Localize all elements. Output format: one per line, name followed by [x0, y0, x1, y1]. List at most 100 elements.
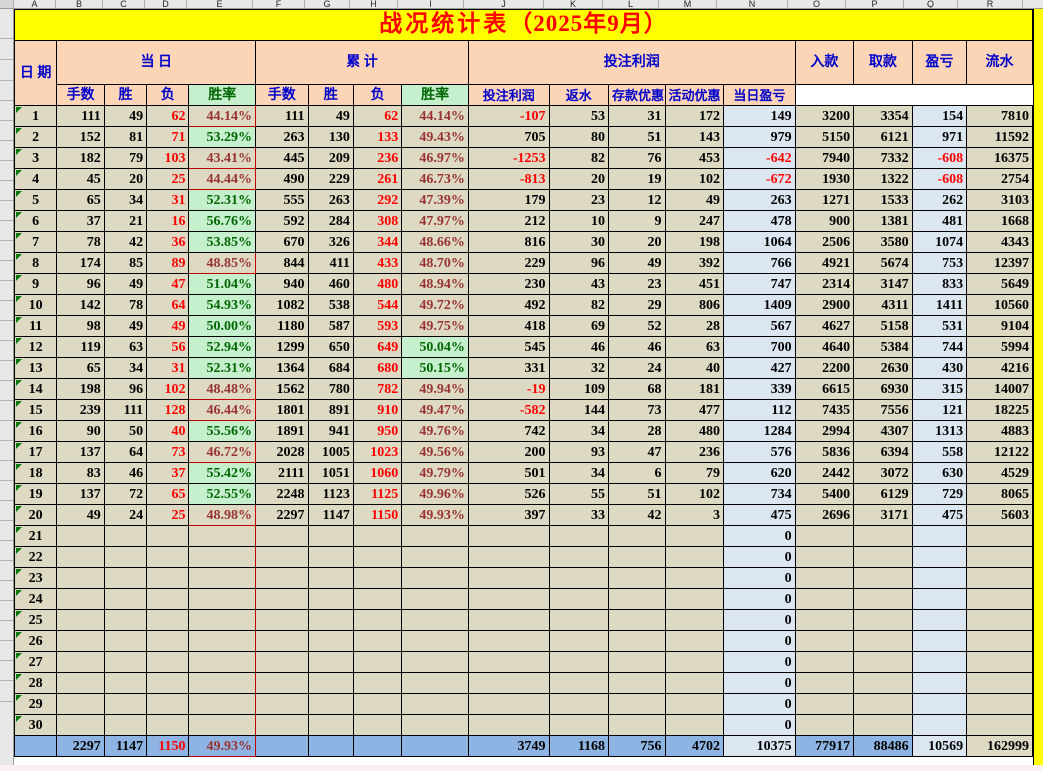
- cell-today-winrate[interactable]: 55.56%: [188, 420, 257, 442]
- cell-bet-profit[interactable]: 397: [467, 504, 550, 526]
- cell-cum-hands[interactable]: 592: [255, 210, 309, 232]
- cell-cum-hands[interactable]: 111: [255, 105, 309, 127]
- cell-bet-profit[interactable]: -582: [467, 399, 550, 421]
- cell-rebate[interactable]: [548, 714, 610, 736]
- cell-activity-bonus[interactable]: 172: [664, 105, 725, 127]
- table-row[interactable]: 21 0: [13, 525, 1033, 547]
- cell-activity-bonus[interactable]: [664, 609, 725, 631]
- cell-date[interactable]: 14: [13, 378, 58, 400]
- cell-date[interactable]: 5: [13, 189, 58, 211]
- cell-bet-profit[interactable]: [467, 525, 550, 547]
- cell-today-win[interactable]: 34: [103, 189, 148, 211]
- cell-today-pl[interactable]: 427: [723, 357, 796, 379]
- cell-withdraw[interactable]: 1322: [853, 168, 913, 190]
- cell-withdraw[interactable]: 1381: [853, 210, 913, 232]
- cell-date[interactable]: 18: [13, 462, 58, 484]
- cell-today-pl[interactable]: 0: [723, 567, 796, 589]
- row-header-cell[interactable]: [0, 221, 13, 241]
- cell-today-win[interactable]: [103, 630, 148, 652]
- cell-today-pl[interactable]: 0: [723, 588, 796, 610]
- table-row[interactable]: 8 174 85 89 48.85% 844 411 433 48.70% 229 96 49 392 7…: [13, 252, 1033, 274]
- cell-rebate[interactable]: [548, 588, 610, 610]
- cell-cum-winrate[interactable]: [401, 672, 469, 694]
- cell-cum-winrate[interactable]: 48.70%: [401, 252, 469, 274]
- cell-cum-winrate[interactable]: 49.43%: [401, 126, 469, 148]
- cell-activity-bonus[interactable]: [664, 693, 725, 715]
- cell-cum-win[interactable]: [307, 630, 354, 652]
- cell-deposit-bonus[interactable]: [608, 651, 666, 673]
- cell-withdraw[interactable]: [853, 714, 913, 736]
- cell-cum-hands[interactable]: [255, 693, 309, 715]
- cell-cum-winrate[interactable]: 47.39%: [401, 189, 469, 211]
- cell-deposit-bonus[interactable]: [608, 525, 666, 547]
- table-row[interactable]: 24 0: [13, 588, 1033, 610]
- cell-today-win[interactable]: [103, 672, 148, 694]
- cell-date[interactable]: 4: [13, 168, 58, 190]
- table-row[interactable]: 28 0: [13, 672, 1033, 694]
- cell-today-win[interactable]: 34: [103, 357, 148, 379]
- cell-activity-bonus[interactable]: [664, 546, 725, 568]
- cell-date[interactable]: 24: [13, 588, 58, 610]
- cell-today-pl[interactable]: 620: [723, 462, 796, 484]
- cell-today-pl[interactable]: 112: [723, 399, 796, 421]
- table-row[interactable]: 20 49 24 25 48.98% 2297 1147 1150 49.93% 397 33 42 3…: [13, 504, 1033, 526]
- cell-cum-win[interactable]: 891: [307, 399, 354, 421]
- cell-withdraw[interactable]: 6129: [853, 483, 913, 505]
- cell-turnover[interactable]: 8065: [966, 483, 1033, 505]
- cell-turnover[interactable]: [966, 609, 1033, 631]
- cell-today-win[interactable]: [103, 693, 148, 715]
- cell-deposit[interactable]: [794, 672, 855, 694]
- cell-activity-bonus[interactable]: 143: [664, 126, 725, 148]
- cell-cum-lose[interactable]: 292: [352, 189, 403, 211]
- cell-date[interactable]: 15: [13, 399, 58, 421]
- cell-cum-winrate[interactable]: [401, 525, 469, 547]
- total-turnover[interactable]: 162999: [966, 735, 1033, 757]
- cell-deposit[interactable]: [794, 714, 855, 736]
- cell-cum-lose[interactable]: 261: [352, 168, 403, 190]
- cell-cum-lose[interactable]: [352, 588, 403, 610]
- cell-cum-win[interactable]: 229: [307, 168, 354, 190]
- cell-deposit-bonus[interactable]: 52: [608, 315, 666, 337]
- cell-pl[interactable]: 481: [911, 210, 968, 232]
- row-header-cell[interactable]: [0, 481, 13, 501]
- cell-rebate[interactable]: 96: [548, 252, 610, 274]
- cell-pl[interactable]: 833: [911, 273, 968, 295]
- cell-cum-hands[interactable]: 2111: [255, 462, 309, 484]
- row-header-cell[interactable]: [0, 621, 13, 641]
- cell-deposit-bonus[interactable]: 12: [608, 189, 666, 211]
- cell-turnover[interactable]: [966, 672, 1033, 694]
- cell-cum-win[interactable]: 263: [307, 189, 354, 211]
- cell-today-lose[interactable]: [146, 630, 190, 652]
- cell-cum-win[interactable]: 284: [307, 210, 354, 232]
- cell-date[interactable]: 11: [13, 315, 58, 337]
- cell-today-pl[interactable]: 766: [723, 252, 796, 274]
- cell-cum-lose[interactable]: 1150: [352, 504, 403, 526]
- cell-cum-winrate[interactable]: 49.79%: [401, 462, 469, 484]
- cell-pl[interactable]: 1313: [911, 420, 968, 442]
- cell-deposit-bonus[interactable]: 42: [608, 504, 666, 526]
- cell-cum-winrate[interactable]: 49.72%: [401, 294, 469, 316]
- cell-today-winrate[interactable]: 46.72%: [188, 441, 257, 463]
- cell-today-win[interactable]: 63: [103, 336, 148, 358]
- cell-bet-profit[interactable]: [467, 672, 550, 694]
- cell-today-pl[interactable]: 339: [723, 378, 796, 400]
- cell-today-lose[interactable]: 40: [146, 420, 190, 442]
- cell-today-hands[interactable]: 111: [56, 105, 105, 127]
- cell-activity-bonus[interactable]: [664, 651, 725, 673]
- cell-today-pl[interactable]: 979: [723, 126, 796, 148]
- cell-deposit[interactable]: [794, 567, 855, 589]
- cell-rebate[interactable]: 23: [548, 189, 610, 211]
- cell-today-winrate[interactable]: 53.29%: [188, 126, 257, 148]
- cell-cum-win[interactable]: 650: [307, 336, 354, 358]
- cell-today-lose[interactable]: 64: [146, 294, 190, 316]
- cell-withdraw[interactable]: 6930: [853, 378, 913, 400]
- cell-bet-profit[interactable]: 200: [467, 441, 550, 463]
- cell-deposit[interactable]: 4640: [794, 336, 855, 358]
- row-header-cell[interactable]: [0, 81, 13, 101]
- cell-turnover[interactable]: [966, 693, 1033, 715]
- cell-date[interactable]: 20: [13, 504, 58, 526]
- cell-today-pl[interactable]: 1064: [723, 231, 796, 253]
- total-deposit-bonus[interactable]: 756: [608, 735, 666, 757]
- cell-cum-hands[interactable]: 263: [255, 126, 309, 148]
- cell-turnover[interactable]: [966, 525, 1033, 547]
